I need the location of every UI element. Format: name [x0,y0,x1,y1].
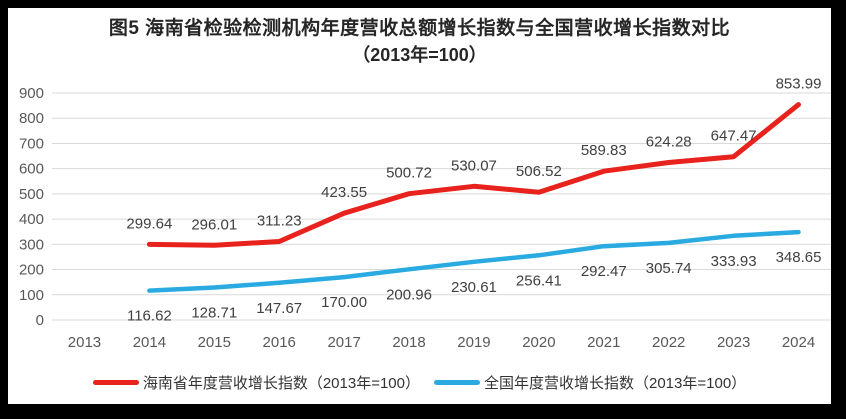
legend-label-national: 全国年度营收增长指数（2013年=100） [484,374,747,392]
legend-swatch-hainan-line [92,379,139,385]
y-axis-tick-label: 900 [19,85,44,102]
data-label: 530.07 [451,157,497,174]
x-axis-tick-label: 2013 [68,334,101,351]
x-axis-tick-label: 2018 [392,334,425,351]
x-axis-tick-label: 2019 [457,334,490,351]
x-axis-tick-label: 2016 [263,334,296,351]
data-label: 624.28 [646,134,692,151]
x-axis-tick-label: 2014 [133,334,166,351]
chart-subtitle: （2013年=100） [352,45,487,65]
data-label: 647.47 [711,128,757,145]
y-axis-tick-label: 400 [19,211,44,228]
data-label: 853.99 [776,76,822,93]
x-axis-tick-label: 2020 [522,334,555,351]
data-label: 348.65 [776,249,822,266]
data-label: 299.64 [126,215,172,232]
data-label: 116.62 [127,308,172,325]
data-label: 147.67 [256,300,302,317]
data-label: 423.55 [321,184,367,201]
data-label: 500.72 [386,165,432,182]
data-label: 230.61 [451,279,497,296]
y-axis-tick-label: 600 [19,161,44,178]
y-axis-tick-label: 200 [19,262,44,279]
chart-title-block: 图5 海南省检验检测机构年度营收总额增长指数与全国营收增长指数对比 （2013年… [8,16,831,68]
plot-area: 0 100 200 300 400 500 600 700 800 900 2013 2014 2015… [19,76,831,351]
legend: 海南省年度营收增长指数（2013年=100） 全国年度营收增长指数（2013年=… [8,370,831,394]
data-label: 506.52 [516,163,562,180]
data-label: 296.01 [191,216,237,233]
series-line-1 [147,229,801,293]
y-axis-tick-label: 700 [19,135,44,152]
data-label: 256.41 [516,272,562,289]
data-label: 333.93 [711,253,757,270]
data-label: 170.00 [321,294,367,311]
y-axis-tick-label: 500 [19,186,44,203]
x-axis-tick-label: 2021 [587,334,620,351]
x-axis-tick-label: 2015 [198,334,231,351]
y-axis-tick-label: 800 [19,110,44,127]
chart-title: 图5 海南省检验检测机构年度营收总额增长指数与全国营收增长指数对比 [108,18,731,39]
y-axis-tick-label: 100 [19,287,44,304]
data-label: 589.83 [581,142,627,159]
legend-swatch-national-line [434,379,480,385]
x-axis-tick-label: 2024 [782,334,815,351]
data-label: 305.74 [646,260,692,277]
data-label: 292.47 [581,263,627,280]
chart-canvas: 图5 海南省检验检测机构年度营收总额增长指数与全国营收增长指数对比 （2013年… [8,8,831,404]
x-axis-tick-label: 2017 [327,334,360,351]
y-axis-tick-label: 300 [19,236,44,253]
data-label: 311.23 [257,213,302,230]
x-axis-tick-label: 2022 [652,334,685,351]
y-axis-tick-label: 0 [36,312,44,329]
data-label: 200.96 [386,286,432,303]
legend-label-hainan: 海南省年度营收增长指数（2013年=100） [142,374,420,392]
series-line-0 [146,102,801,248]
legend-item-national: 全国年度营收增长指数（2013年=100） [434,372,746,393]
x-axis-tick-label: 2023 [717,334,750,351]
data-label: 128.71 [191,305,237,322]
legend-item-hainan: 海南省年度营收增长指数（2013年=100） [92,372,420,393]
